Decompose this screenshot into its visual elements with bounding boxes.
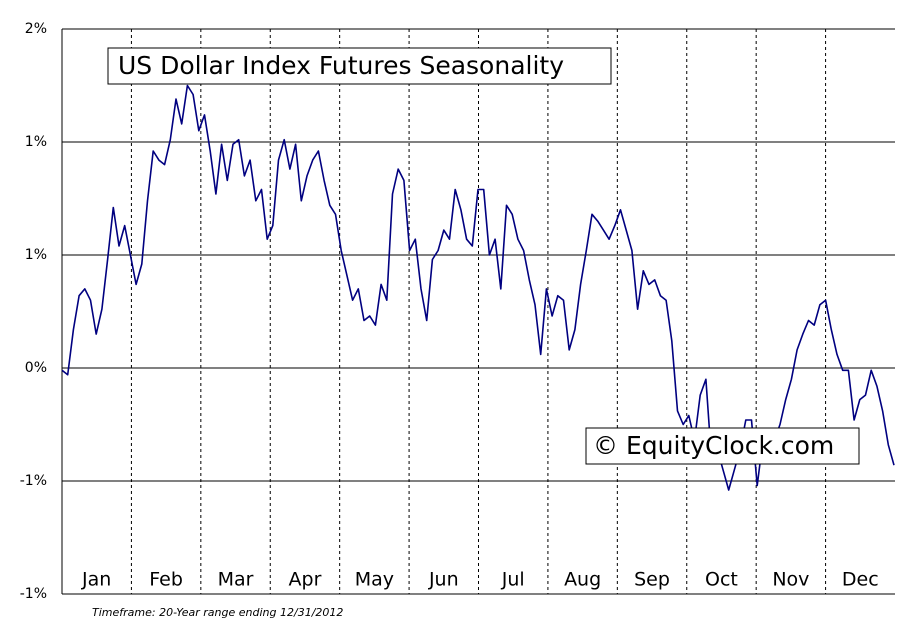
title-box (107, 47, 612, 85)
grid (61, 28, 895, 595)
x-tick-label: Aug (564, 569, 601, 591)
y-tick-label: 2% (25, 21, 47, 37)
y-tick-label: -1% (20, 473, 47, 489)
y-tick-label: 1% (25, 247, 47, 263)
x-tick-label: Feb (149, 569, 183, 591)
footnote: Timeframe: 20-Year range ending 12/31/20… (92, 606, 343, 619)
x-tick-label: Jul (501, 569, 525, 591)
watermark: © EquityClock.com (593, 431, 834, 460)
x-tick-label: Mar (218, 569, 254, 591)
x-tick-label: May (355, 569, 394, 591)
x-tick-label: Dec (842, 569, 879, 591)
x-tick-label: Oct (705, 569, 738, 591)
y-tick-label: 1% (25, 134, 47, 150)
y-tick-label: 0% (25, 360, 47, 376)
x-tick-label: Apr (289, 569, 322, 591)
watermark-box (585, 427, 860, 465)
x-tick-label: Sep (634, 569, 670, 591)
x-tick-label: Nov (772, 569, 809, 591)
x-tick-label: Jun (428, 569, 459, 591)
x-tick-label: Jan (81, 569, 111, 591)
chart-title: US Dollar Index Futures Seasonality (118, 51, 564, 80)
y-tick-label: -1% (20, 586, 47, 602)
